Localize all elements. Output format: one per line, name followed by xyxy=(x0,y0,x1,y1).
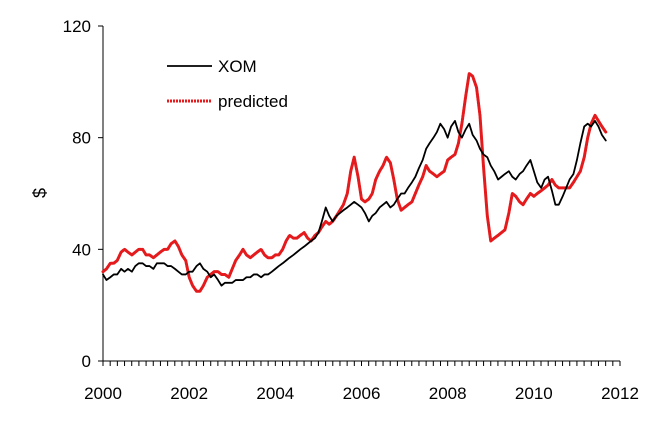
y-tick-label: 80 xyxy=(72,129,91,148)
axes: 0 40 80 120 2000 2002 2004 2006 2008 2010 2012 xyxy=(63,17,639,403)
y-tick-label: 40 xyxy=(72,240,91,259)
x-tick-label: 2004 xyxy=(256,384,294,403)
x-tick-label: 2012 xyxy=(601,384,639,403)
y-tick-label: 0 xyxy=(82,352,91,371)
legend-label-xom: XOM xyxy=(218,57,257,76)
series-line-xom xyxy=(102,120,607,287)
y-tick-label: 120 xyxy=(63,17,91,36)
x-tick-label: 2006 xyxy=(343,384,381,403)
legend: XOM predicted xyxy=(167,57,288,111)
x-tick-label: 2008 xyxy=(429,384,467,403)
series-layer xyxy=(101,71,608,293)
series-line-predicted xyxy=(101,71,608,293)
legend-label-predicted: predicted xyxy=(218,92,288,111)
y-axis-label: $ xyxy=(30,188,50,198)
x-tick-label: 2010 xyxy=(515,384,553,403)
x-tick-label: 2002 xyxy=(170,384,208,403)
x-tick-label: 2000 xyxy=(84,384,122,403)
